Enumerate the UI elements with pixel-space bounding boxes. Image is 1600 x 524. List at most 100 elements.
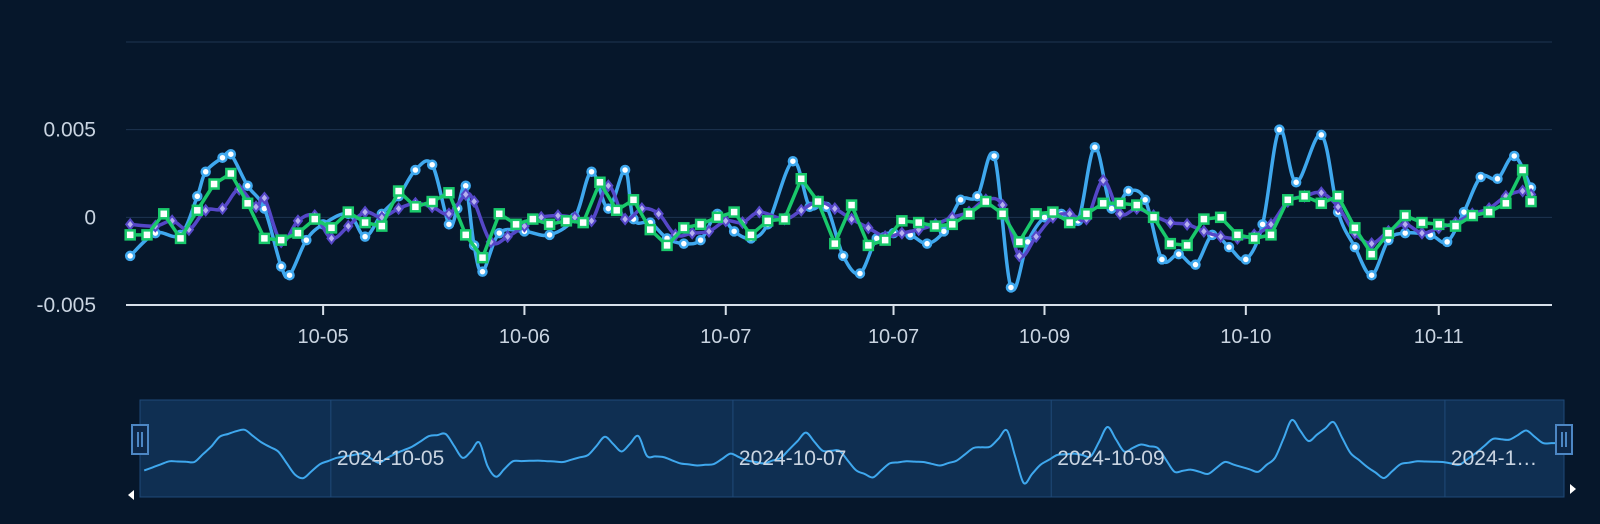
data-point	[619, 164, 631, 176]
data-point	[586, 166, 597, 177]
data-point	[1517, 184, 1528, 198]
data-point	[795, 203, 807, 217]
data-point	[1274, 124, 1285, 135]
data-point	[946, 218, 958, 231]
data-point	[301, 234, 312, 246]
data-point	[1190, 259, 1201, 270]
data-point	[292, 214, 304, 228]
data-point	[460, 187, 472, 202]
data-point	[1475, 171, 1486, 183]
data-point	[426, 159, 438, 170]
data-point	[527, 213, 539, 225]
data-point	[963, 208, 975, 220]
data-point	[1181, 217, 1193, 231]
data-point	[1047, 206, 1059, 218]
data-point	[812, 195, 824, 208]
data-point	[1181, 239, 1193, 252]
data-point	[854, 268, 866, 279]
data-point	[594, 176, 606, 189]
data-point	[1416, 226, 1428, 240]
y-tick-label: 0	[84, 206, 96, 229]
data-point	[1215, 230, 1226, 244]
data-point	[1466, 209, 1479, 222]
data-point	[342, 206, 355, 218]
data-point	[359, 231, 371, 242]
data-point	[208, 178, 220, 190]
data-point	[426, 195, 438, 208]
data-point	[343, 219, 354, 233]
data-point	[728, 206, 740, 218]
data-point	[502, 230, 513, 244]
data-point	[443, 219, 455, 230]
data-point	[560, 215, 573, 227]
data-point	[308, 213, 321, 225]
scroll-left-arrow-icon[interactable]	[128, 490, 134, 500]
data-point	[879, 234, 891, 246]
data-point	[1399, 209, 1411, 222]
data-point	[493, 208, 506, 220]
data-point	[795, 173, 808, 185]
data-point	[200, 166, 211, 177]
data-point	[292, 227, 304, 239]
data-point	[694, 218, 707, 231]
data-point	[225, 148, 237, 160]
data-zoom-right-handle[interactable]	[1555, 424, 1573, 455]
data-point	[745, 229, 757, 241]
data-point	[1290, 177, 1302, 188]
data-point	[1097, 197, 1109, 210]
data-point	[359, 205, 371, 219]
data-point	[376, 220, 388, 232]
data-zoom-slider[interactable]: 2024-10-05 2024-10-07 2024-10-09 2024-1…	[128, 399, 1576, 500]
data-point	[1165, 215, 1176, 230]
data-point	[494, 227, 505, 239]
data-point	[443, 187, 455, 199]
data-point	[1231, 229, 1244, 241]
x-tick-label: 10-07	[700, 326, 751, 348]
data-point	[1147, 211, 1160, 224]
data-point	[1349, 222, 1361, 234]
data-point	[619, 212, 631, 226]
scroll-right-arrow-icon[interactable]	[1570, 484, 1576, 494]
data-point	[1080, 208, 1093, 220]
data-point	[1097, 173, 1109, 188]
data-zoom-label: 2024-10-09	[1057, 447, 1164, 470]
grid-lines	[126, 41, 1552, 306]
data-point	[1332, 190, 1344, 203]
data-point	[359, 216, 371, 229]
data-point	[644, 223, 657, 236]
data-point	[711, 211, 724, 224]
data-point	[996, 208, 1009, 220]
data-point	[661, 239, 673, 252]
data-point	[191, 204, 204, 217]
data-point	[1433, 218, 1445, 231]
data-point	[863, 221, 874, 235]
handle-body[interactable]	[1555, 424, 1573, 455]
series-3	[124, 164, 1537, 264]
data-zoom-left-handle[interactable]	[131, 424, 149, 455]
data-point	[1005, 282, 1017, 293]
data-point	[1164, 237, 1177, 250]
data-point	[862, 239, 875, 252]
data-point	[217, 152, 228, 163]
data-point	[124, 217, 136, 231]
handle-body[interactable]	[131, 424, 149, 455]
data-point	[124, 250, 136, 262]
data-point	[1316, 186, 1327, 200]
data-point	[1315, 197, 1328, 210]
data-point	[1516, 164, 1529, 176]
data-point	[921, 238, 933, 249]
data-point	[1240, 254, 1252, 265]
data-point	[392, 185, 405, 197]
data-point	[1316, 129, 1327, 141]
data-zoom-label: 2024-1…	[1451, 447, 1537, 470]
data-zoom-label: 2024-10-07	[739, 447, 846, 470]
y-axis: 0.005 0 -0.005	[36, 119, 96, 317]
data-point	[1500, 197, 1512, 210]
data-point	[544, 229, 555, 241]
data-point	[1214, 211, 1227, 224]
data-point	[1441, 236, 1453, 248]
data-point	[1173, 248, 1184, 260]
data-point	[217, 201, 228, 216]
data-point	[325, 222, 338, 234]
data-point	[242, 180, 253, 192]
